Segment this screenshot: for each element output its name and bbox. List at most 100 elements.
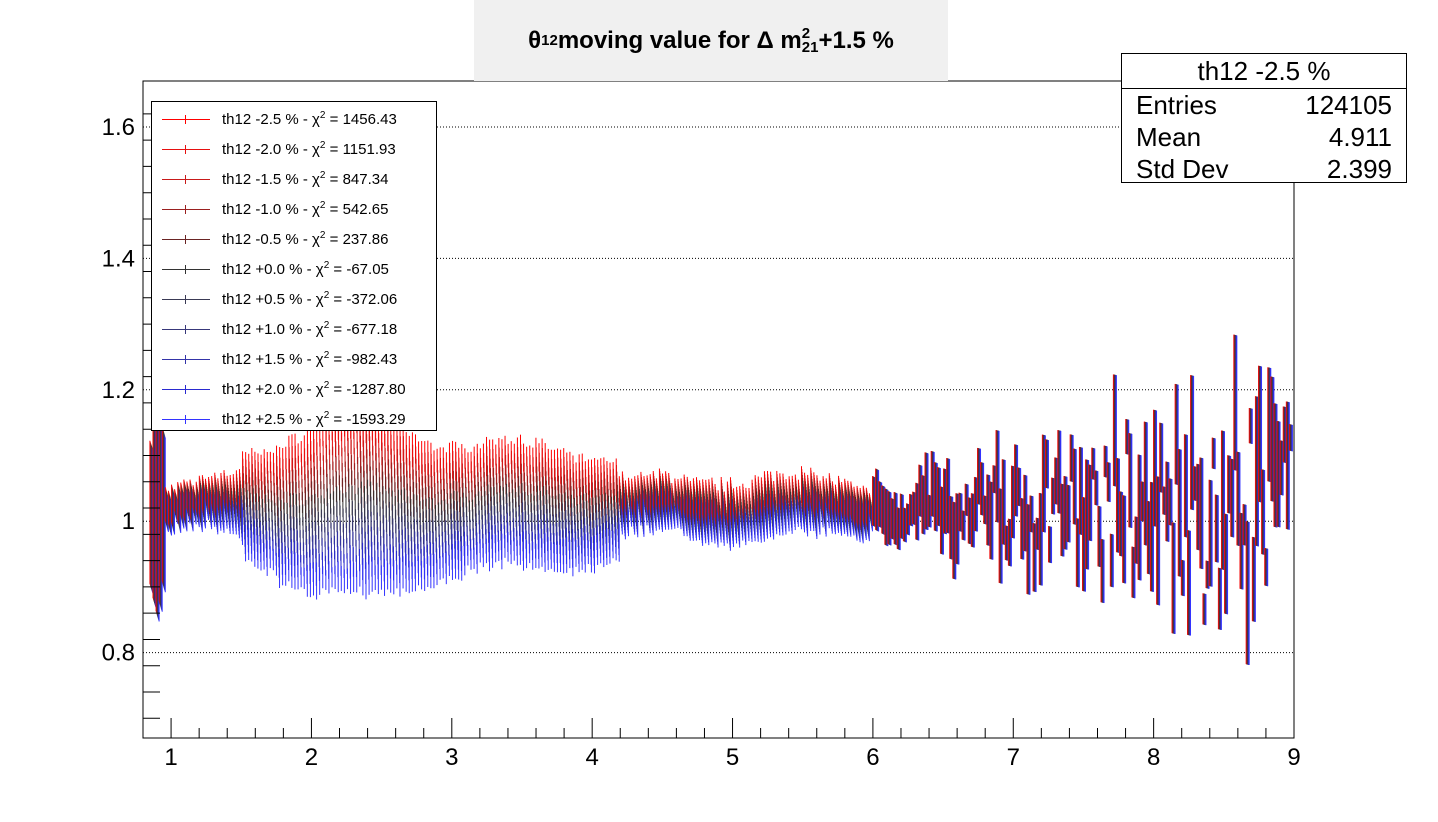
legend-chi-value: = 237.86 <box>325 231 389 248</box>
legend-chi-value: = 847.34 <box>325 171 389 188</box>
legend-chi-value: = -372.06 <box>329 291 398 308</box>
legend-swatch <box>162 145 210 154</box>
x-tick-label: 5 <box>726 744 739 771</box>
stats-row-stddev: Std Dev 2.399 <box>1122 153 1406 185</box>
title-theta: θ <box>528 26 542 54</box>
legend-chi-sup: 2 <box>323 350 330 361</box>
x-tick-label: 4 <box>585 744 598 771</box>
legend-chi-sup: 2 <box>323 380 330 391</box>
legend-swatch <box>162 355 210 364</box>
legend-chi-value: = -982.43 <box>329 351 398 368</box>
legend-name: th12 +1.5 % - χ <box>222 351 324 368</box>
chart-title: θ 12 moving value for Δ m 2 21 +1.5 % <box>474 0 948 81</box>
legend-entry: th12 -1.5 % - χ2 = 847.34 <box>152 164 436 194</box>
legend-name: th12 -0.5 % - χ <box>222 231 320 248</box>
legend-swatch <box>162 385 210 394</box>
legend: th12 -2.5 % - χ2 = 1456.43 th12 -2.0 % - … <box>151 101 437 431</box>
legend-name: th12 +0.0 % - χ <box>222 261 324 278</box>
legend-name: th12 +2.0 % - χ <box>222 381 324 398</box>
legend-entry: th12 +2.5 % - χ2 = -1593.29 <box>152 404 436 434</box>
legend-swatch <box>162 415 210 424</box>
legend-chi-sup: 2 <box>319 200 326 211</box>
legend-entry: th12 -1.0 % - χ2 = 542.65 <box>152 194 436 224</box>
stats-row-mean: Mean 4.911 <box>1122 121 1406 153</box>
x-tick-label: 3 <box>445 744 458 771</box>
legend-chi-sup: 2 <box>323 410 330 421</box>
legend-name: th12 +1.0 % - χ <box>222 321 324 338</box>
title-m-sub: 21 <box>801 38 819 56</box>
legend-chi-sup: 2 <box>319 140 326 151</box>
legend-chi-sup: 2 <box>319 170 326 181</box>
stats-label: Std Dev <box>1136 154 1229 184</box>
legend-entry: th12 -0.5 % - χ2 = 237.86 <box>152 224 436 254</box>
legend-swatch <box>162 115 210 124</box>
title-suffix: +1.5 % <box>818 26 894 54</box>
title-m-indices: 2 21 <box>801 26 819 56</box>
legend-chi-sup: 2 <box>323 290 330 301</box>
legend-name: th12 -1.5 % - χ <box>222 171 320 188</box>
stats-row-entries: Entries 124105 <box>1122 89 1406 121</box>
title-theta-sub: 12 <box>541 32 558 49</box>
legend-entry: th12 +1.0 % - χ2 = -677.18 <box>152 314 436 344</box>
legend-chi-value: = -1287.80 <box>329 381 406 398</box>
y-tick-label: 1.4 <box>102 245 135 272</box>
y-tick-label: 1 <box>122 508 135 535</box>
legend-name: th12 +0.5 % - χ <box>222 291 324 308</box>
legend-name: th12 +2.5 % - χ <box>222 411 324 428</box>
legend-entry: th12 +1.5 % - χ2 = -982.43 <box>152 344 436 374</box>
legend-label: th12 +1.5 % - χ2 = -982.43 <box>222 350 397 368</box>
legend-chi-value: = -677.18 <box>329 321 398 338</box>
legend-entry: th12 +2.0 % - χ2 = -1287.80 <box>152 374 436 404</box>
stats-value: 2.399 <box>1326 154 1392 184</box>
legend-chi-sup: 2 <box>323 320 330 331</box>
legend-swatch <box>162 265 210 274</box>
legend-chi-value: = 1151.93 <box>325 141 396 158</box>
x-tick-label: 7 <box>1007 744 1020 771</box>
legend-label: th12 +0.0 % - χ2 = -67.05 <box>222 260 389 278</box>
plot-frame <box>142 80 1295 739</box>
stats-label: Entries <box>1136 90 1217 120</box>
legend-chi-value: = -1593.29 <box>329 411 406 428</box>
legend-label: th12 -2.5 % - χ2 = 1456.43 <box>222 110 397 128</box>
legend-label: th12 -1.5 % - χ2 = 847.34 <box>222 170 388 188</box>
legend-chi-value: = -67.05 <box>329 261 389 278</box>
legend-name: th12 -1.0 % - χ <box>222 201 320 218</box>
y-tick-label: 0.8 <box>102 640 135 667</box>
x-tick-label: 8 <box>1147 744 1160 771</box>
legend-label: th12 +0.5 % - χ2 = -372.06 <box>222 290 397 308</box>
legend-name: th12 -2.0 % - χ <box>222 141 320 158</box>
legend-swatch <box>162 295 210 304</box>
data-points <box>149 334 1293 665</box>
legend-label: th12 +2.0 % - χ2 = -1287.80 <box>222 380 406 398</box>
legend-chi-value: = 1456.43 <box>325 111 397 128</box>
legend-label: th12 -0.5 % - χ2 = 237.86 <box>222 230 388 248</box>
y-tick-label: 1.6 <box>102 114 135 141</box>
legend-chi-sup: 2 <box>319 110 326 121</box>
legend-entry: th12 -2.0 % - χ2 = 1151.93 <box>152 134 436 164</box>
legend-swatch <box>162 235 210 244</box>
legend-label: th12 -2.0 % - χ2 = 1151.93 <box>222 140 396 158</box>
x-tick-label: 2 <box>305 744 318 771</box>
legend-label: th12 +2.5 % - χ2 = -1593.29 <box>222 410 406 428</box>
legend-swatch <box>162 175 210 184</box>
legend-entry: th12 +0.5 % - χ2 = -372.06 <box>152 284 436 314</box>
legend-label: th12 -1.0 % - χ2 = 542.65 <box>222 200 388 218</box>
x-tick-label: 9 <box>1287 744 1300 771</box>
y-tick-label: 1.2 <box>102 377 135 404</box>
stats-header: th12 -2.5 % <box>1122 54 1406 89</box>
x-tick-label: 1 <box>164 744 177 771</box>
legend-swatch <box>162 325 210 334</box>
legend-entry: th12 +0.0 % - χ2 = -67.05 <box>152 254 436 284</box>
stats-value: 124105 <box>1305 90 1392 120</box>
legend-chi-sup: 2 <box>323 260 330 271</box>
stats-label: Mean <box>1136 122 1202 152</box>
stats-value: 4.911 <box>1328 122 1392 152</box>
legend-entry: th12 -2.5 % - χ2 = 1456.43 <box>152 104 436 134</box>
title-middle: moving value for Δ m <box>557 26 802 54</box>
legend-chi-value: = 542.65 <box>325 201 389 218</box>
legend-label: th12 +1.0 % - χ2 = -677.18 <box>222 320 397 338</box>
legend-chi-sup: 2 <box>319 230 326 241</box>
x-tick-label: 6 <box>866 744 879 771</box>
stats-box: th12 -2.5 % Entries 124105 Mean 4.911 St… <box>1121 53 1407 185</box>
